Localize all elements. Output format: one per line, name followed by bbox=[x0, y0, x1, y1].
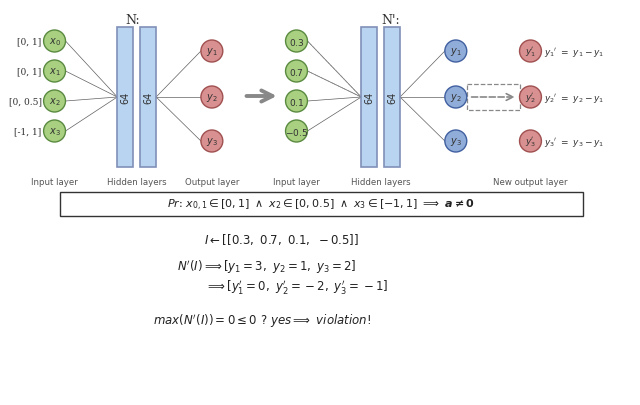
Text: $y_1'$: $y_1'$ bbox=[525, 45, 536, 59]
Text: N':: N': bbox=[382, 14, 401, 27]
Circle shape bbox=[44, 91, 65, 113]
Text: $0.3$: $0.3$ bbox=[289, 36, 304, 47]
Text: $0.7$: $0.7$ bbox=[289, 66, 304, 77]
Text: N:: N: bbox=[125, 14, 140, 27]
Text: [0, 1]: [0, 1] bbox=[17, 67, 42, 76]
Text: $I \leftarrow [[0.3,\ 0.7,\ 0.1,\ -0.5]]$: $I \leftarrow [[0.3,\ 0.7,\ 0.1,\ -0.5]]… bbox=[204, 231, 359, 246]
Circle shape bbox=[285, 61, 307, 83]
Text: $x_2$: $x_2$ bbox=[49, 96, 60, 108]
Bar bbox=[117, 28, 133, 168]
Text: $y_2'$: $y_2'$ bbox=[525, 91, 536, 104]
Text: Hidden layers: Hidden layers bbox=[107, 177, 166, 187]
Circle shape bbox=[201, 131, 223, 153]
Circle shape bbox=[201, 87, 223, 109]
Circle shape bbox=[445, 41, 467, 63]
Text: Input layer: Input layer bbox=[31, 177, 78, 187]
Text: $y_2$: $y_2$ bbox=[450, 92, 461, 104]
Text: [0, 0.5]: [0, 0.5] bbox=[8, 97, 42, 106]
Text: $y_3{}'\ =\ y_3 - y_1$: $y_3{}'\ =\ y_3 - y_1$ bbox=[545, 135, 605, 148]
Text: 64: 64 bbox=[120, 92, 131, 104]
Text: Output layer: Output layer bbox=[185, 177, 239, 187]
Circle shape bbox=[445, 131, 467, 153]
Text: $y_2$: $y_2$ bbox=[206, 92, 218, 104]
Text: $\Longrightarrow [y_1' = 0,\ y_2' = -2,\ y_3' = -1]$: $\Longrightarrow [y_1' = 0,\ y_2' = -2,\… bbox=[205, 277, 388, 295]
Text: 64: 64 bbox=[387, 92, 397, 104]
Bar bbox=[140, 28, 156, 168]
Text: 64: 64 bbox=[143, 92, 153, 104]
Text: $x_0$: $x_0$ bbox=[49, 36, 61, 48]
Text: $x_3$: $x_3$ bbox=[49, 126, 60, 138]
Circle shape bbox=[520, 41, 541, 63]
Text: Input layer: Input layer bbox=[273, 177, 320, 187]
Circle shape bbox=[520, 131, 541, 153]
Circle shape bbox=[285, 31, 307, 53]
Text: $-0.5$: $-0.5$ bbox=[285, 126, 308, 137]
Text: $y_3$: $y_3$ bbox=[450, 136, 461, 148]
Text: $y_2{}'\ =\ y_2 - y_1$: $y_2{}'\ =\ y_2 - y_1$ bbox=[545, 91, 605, 104]
Text: 64: 64 bbox=[364, 92, 374, 104]
Text: $Pr$: $x_{0,1} \in [0, 1]\ \wedge\ x_2 \in [0, 0.5]\ \wedge\ x_3 \in [-1, 1]\ \L: $Pr$: $x_{0,1} \in [0, 1]\ \wedge\ x_2 \… bbox=[168, 197, 476, 212]
Bar bbox=[384, 28, 400, 168]
Text: [-1, 1]: [-1, 1] bbox=[14, 127, 42, 136]
Circle shape bbox=[520, 87, 541, 109]
Text: [0, 1]: [0, 1] bbox=[17, 37, 42, 47]
Circle shape bbox=[285, 121, 307, 143]
Text: $x_1$: $x_1$ bbox=[49, 66, 60, 78]
Text: $y_1$: $y_1$ bbox=[450, 46, 461, 58]
Text: $y_3$: $y_3$ bbox=[206, 136, 218, 148]
Text: $y_3'$: $y_3'$ bbox=[525, 135, 536, 148]
Text: Hidden layers: Hidden layers bbox=[351, 177, 410, 187]
Text: New output layer: New output layer bbox=[493, 177, 568, 187]
Bar bbox=[361, 28, 377, 168]
Text: $y_1$: $y_1$ bbox=[206, 46, 218, 58]
Circle shape bbox=[44, 31, 65, 53]
Text: $0.1$: $0.1$ bbox=[289, 96, 304, 107]
Circle shape bbox=[201, 41, 223, 63]
FancyBboxPatch shape bbox=[60, 192, 583, 216]
Circle shape bbox=[445, 87, 467, 109]
Circle shape bbox=[44, 121, 65, 143]
Circle shape bbox=[285, 91, 307, 113]
Text: $N'(I) \Longrightarrow [y_1 = 3,\ y_2 = 1,\ y_3 = 2]$: $N'(I) \Longrightarrow [y_1 = 3,\ y_2 = … bbox=[177, 257, 356, 275]
Text: $max(N'(I)) = 0 \leq 0\ ?\ yes \Longrightarrow\ $$\mathit{violation!}$: $max(N'(I)) = 0 \leq 0\ ?\ yes \Longrigh… bbox=[152, 312, 371, 330]
Text: $y_1{}'\ =\ y_1 - y_1$: $y_1{}'\ =\ y_1 - y_1$ bbox=[545, 45, 605, 58]
Circle shape bbox=[44, 61, 65, 83]
